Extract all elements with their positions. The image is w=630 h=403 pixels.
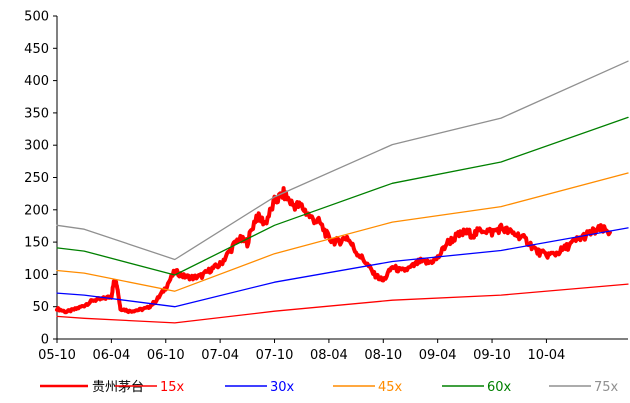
x-tick-label: 08-04 [310,348,348,363]
y-tick-label: 450 [24,42,49,57]
x-tick-label: 07-10 [256,348,294,363]
y-tick-label: 250 [24,171,49,186]
series-line-45x [56,172,629,292]
x-tick-label: 09-04 [419,348,457,363]
legend-label: 15x [160,380,185,395]
chart-axes [56,16,628,340]
series-line-75x [56,60,629,261]
y-tick-label: 300 [24,139,49,154]
y-tick-label: 350 [24,106,49,121]
y-axis-ticks: 0 50 100 150 200 250 300 350 400 450 500 [24,10,57,348]
legend-label: 30x [270,380,295,395]
y-tick-label: 0 [41,333,49,348]
y-tick-label: 400 [24,74,49,89]
series-line-30x [56,227,629,308]
x-axis-ticks: 05-10 06-04 06-10 07-04 07-10 08-04 08-10 09-04… [38,339,565,363]
legend-label: 贵州茅台 [92,380,144,395]
x-tick-label: 06-04 [92,348,130,363]
x-tick-label: 07-04 [201,348,239,363]
y-tick-label: 150 [24,236,49,251]
y-tick-label: 500 [24,10,49,25]
series-line-15x [56,283,629,324]
chart-series [55,60,629,324]
legend-label: 75x [594,380,619,395]
chart-legend: 贵州茅台 15x 30x 45x 60x 75x [40,380,619,395]
y-tick-label: 50 [32,300,49,315]
series-line-60x [56,116,629,276]
x-tick-label: 10-04 [528,348,566,363]
series-line-贵州茅台 [55,186,612,315]
legend-label: 60x [487,380,512,395]
x-tick-label: 09-10 [473,348,511,363]
x-tick-label: 08-10 [364,348,402,363]
legend-label: 45x [378,380,403,395]
y-tick-label: 200 [24,203,49,218]
x-tick-label: 05-10 [38,348,76,363]
y-tick-label: 100 [24,268,49,283]
x-tick-label: 06-10 [147,348,185,363]
